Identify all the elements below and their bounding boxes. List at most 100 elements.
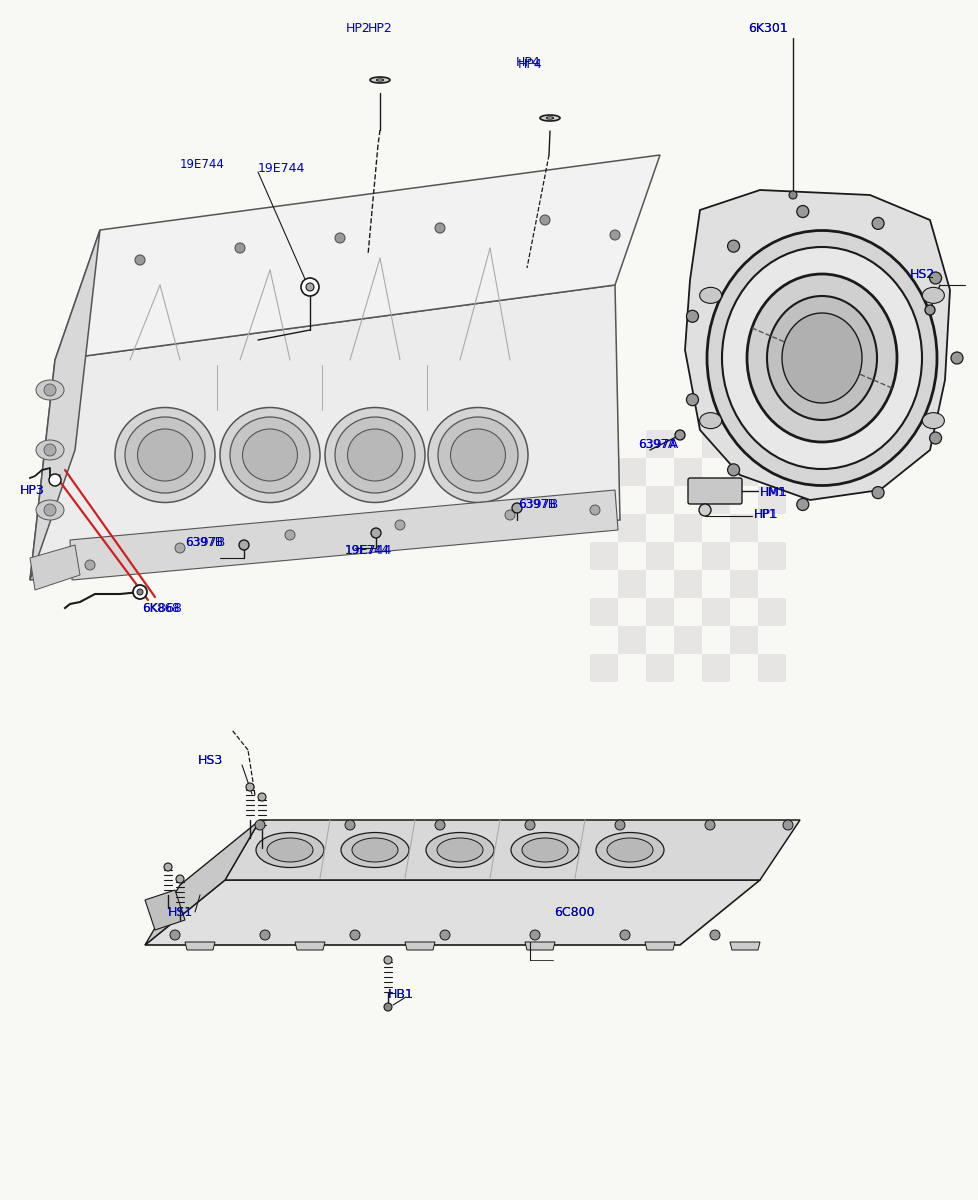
Ellipse shape [347,428,402,481]
Ellipse shape [706,230,936,486]
Text: HS2: HS2 [910,269,934,282]
Polygon shape [30,284,619,580]
Circle shape [709,930,719,940]
Circle shape [350,930,360,940]
Circle shape [170,930,180,940]
Ellipse shape [220,408,320,503]
Bar [590,430,617,458]
Bar [701,430,730,458]
Circle shape [44,444,56,456]
Bar [617,514,645,542]
Bar [617,570,645,598]
Ellipse shape [511,833,578,868]
Text: 19E744: 19E744 [180,158,225,172]
Circle shape [135,254,145,265]
Bar [645,430,673,458]
Circle shape [924,305,934,314]
Polygon shape [145,820,260,946]
Text: HP1: HP1 [753,509,777,522]
Bar [590,542,617,570]
Text: HP2: HP2 [368,22,392,35]
Ellipse shape [521,838,567,862]
Text: HP4: HP4 [517,59,542,72]
Bar [730,514,757,542]
Bar [757,486,785,514]
Circle shape [245,782,253,791]
Ellipse shape [606,838,652,862]
Ellipse shape [340,833,409,868]
Bar [590,654,617,682]
Ellipse shape [36,500,64,520]
Circle shape [44,384,56,396]
Ellipse shape [36,440,64,460]
Ellipse shape [352,838,398,862]
Text: HS2: HS2 [910,269,934,282]
Circle shape [698,504,710,516]
Circle shape [137,589,143,595]
Ellipse shape [699,287,721,304]
Ellipse shape [746,274,896,442]
Ellipse shape [546,116,553,119]
Text: 6K868: 6K868 [142,601,182,614]
Text: HB1: HB1 [387,989,414,1002]
Circle shape [133,584,147,599]
Ellipse shape [921,413,944,428]
Polygon shape [145,890,185,930]
Text: HP2: HP2 [345,22,370,35]
Bar [617,458,645,486]
Text: HS1: HS1 [168,906,193,918]
Circle shape [260,930,270,940]
Text: HP3: HP3 [20,484,45,497]
Polygon shape [645,942,674,950]
Circle shape [164,863,172,871]
Circle shape [609,230,619,240]
Bar [701,598,730,626]
Circle shape [383,956,391,964]
Circle shape [239,540,248,550]
Bar [617,626,645,654]
Ellipse shape [699,413,721,428]
Circle shape [300,278,319,296]
Bar [673,458,701,486]
Text: 6397B: 6397B [185,536,225,550]
Circle shape [524,820,534,830]
Circle shape [727,464,738,476]
Text: 6K301: 6K301 [747,22,787,35]
Ellipse shape [137,428,193,481]
Polygon shape [685,190,949,500]
Bar [730,458,757,486]
Polygon shape [55,155,659,360]
Ellipse shape [721,247,921,469]
Circle shape [434,223,445,233]
Bar [673,570,701,598]
Polygon shape [145,880,759,946]
Circle shape [782,820,792,830]
Ellipse shape [425,833,494,868]
Text: c: c [80,487,97,516]
Text: HS3: HS3 [198,754,223,767]
Text: 19E744: 19E744 [344,544,389,557]
Ellipse shape [114,408,215,503]
Text: 6K301: 6K301 [747,22,787,35]
Circle shape [511,503,521,514]
Ellipse shape [450,428,505,481]
Ellipse shape [125,416,204,493]
Circle shape [258,793,266,802]
Text: HM1: HM1 [759,486,785,498]
Circle shape [590,505,600,515]
Bar [757,542,785,570]
Circle shape [619,930,630,940]
Ellipse shape [334,416,415,493]
Circle shape [371,528,380,538]
Circle shape [285,530,294,540]
Text: 6397B: 6397B [185,536,223,550]
Text: ecuworld: ecuworld [80,452,472,526]
Circle shape [796,205,808,217]
Text: 19E744: 19E744 [344,544,392,557]
Text: HP3: HP3 [20,484,45,497]
Bar [730,626,757,654]
Text: HP4: HP4 [515,55,540,68]
Ellipse shape [437,416,517,493]
Circle shape [950,352,962,364]
Text: HB1: HB1 [387,989,414,1002]
